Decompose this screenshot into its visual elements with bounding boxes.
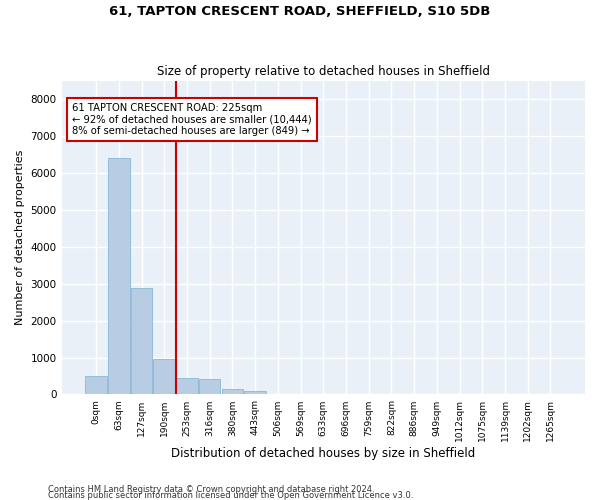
X-axis label: Distribution of detached houses by size in Sheffield: Distribution of detached houses by size … [171, 447, 475, 460]
Bar [108, 158, 130, 394]
Bar [221, 389, 243, 394]
Bar [85, 376, 107, 394]
Text: Contains HM Land Registry data © Crown copyright and database right 2024.: Contains HM Land Registry data © Crown c… [48, 484, 374, 494]
Text: 61, TAPTON CRESCENT ROAD, SHEFFIELD, S10 5DB: 61, TAPTON CRESCENT ROAD, SHEFFIELD, S10… [109, 5, 491, 18]
Bar [154, 360, 175, 394]
Y-axis label: Number of detached properties: Number of detached properties [15, 150, 25, 326]
Text: 61 TAPTON CRESCENT ROAD: 225sqm
← 92% of detached houses are smaller (10,444)
8%: 61 TAPTON CRESCENT ROAD: 225sqm ← 92% of… [72, 103, 311, 136]
Text: Contains public sector information licensed under the Open Government Licence v3: Contains public sector information licen… [48, 491, 413, 500]
Bar [199, 378, 220, 394]
Bar [176, 378, 198, 394]
Bar [131, 288, 152, 395]
Title: Size of property relative to detached houses in Sheffield: Size of property relative to detached ho… [157, 66, 490, 78]
Bar [244, 391, 266, 394]
